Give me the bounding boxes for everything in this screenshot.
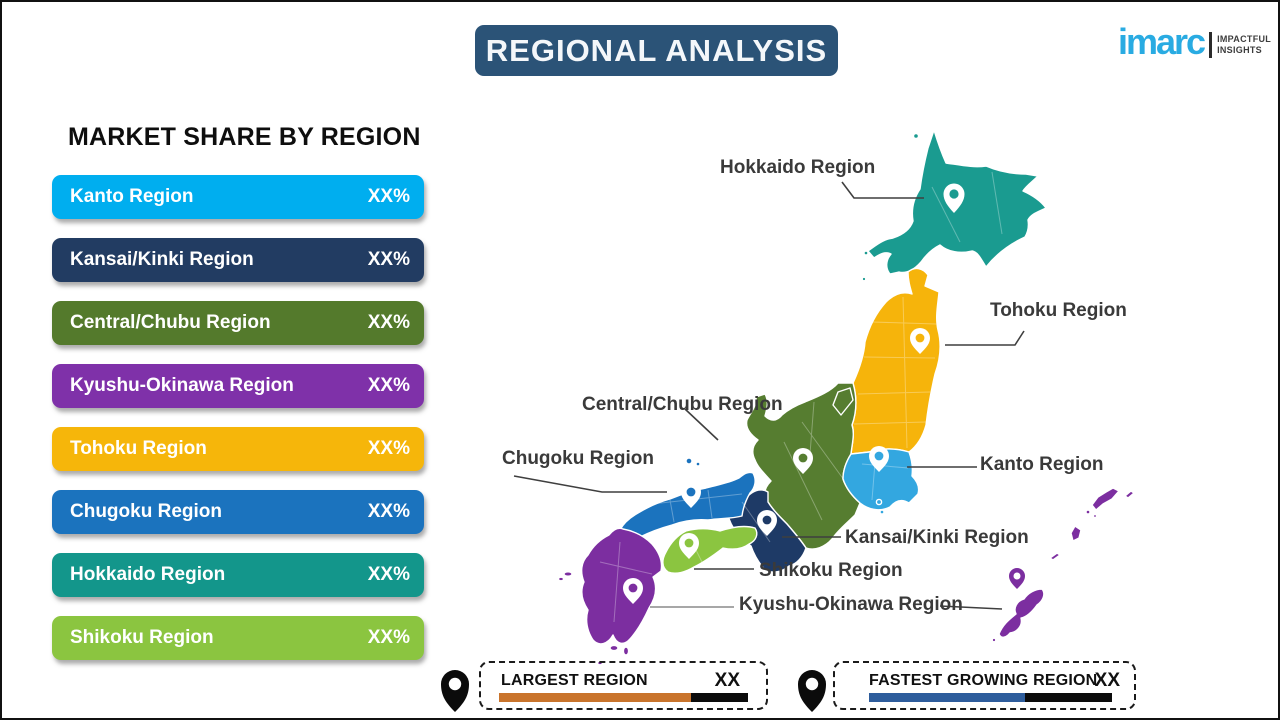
region-label: Shikoku Region: [70, 627, 214, 648]
map-islet: [563, 571, 573, 577]
map-islet: [1070, 525, 1082, 542]
region-label: Kyushu-Okinawa Region: [70, 375, 294, 396]
pin-tohoku: [910, 328, 930, 354]
market-share-bar-tohoku[interactable]: Tohoku Region XX%: [52, 427, 424, 471]
imarc-logo[interactable]: imarc IMPACTFUL INSIGHTS: [1118, 24, 1271, 60]
market-share-heading: MARKET SHARE BY REGION: [68, 123, 421, 151]
logo-brand-text: imarc: [1118, 21, 1206, 62]
pin-shikoku: [679, 533, 699, 559]
largest-region-value: XX: [714, 670, 740, 691]
connector-hokkaido: [841, 181, 924, 199]
logo-tagline-line2: INSIGHTS: [1217, 45, 1262, 55]
pin-hokkaido: [943, 183, 965, 213]
connector-tohoku: [945, 330, 1025, 346]
map-islet: [875, 498, 883, 506]
fastest-growing-pin-icon: [798, 670, 826, 712]
map-label-shikoku: Shikoku Region: [759, 560, 903, 581]
market-share-bar-chugoku[interactable]: Chugoku Region XX%: [52, 490, 424, 534]
pin-kansai: [757, 510, 777, 536]
map-islet: [622, 646, 630, 656]
region-label: Kanto Region: [70, 186, 194, 207]
map-islet: [863, 250, 869, 256]
region-label: Kansai/Kinki Region: [70, 249, 254, 270]
market-share-list: Kanto Region XX% Kansai/Kinki Region XX%…: [52, 175, 424, 679]
region-label: Tohoku Region: [70, 438, 207, 459]
fastest-growing-value: XX: [1094, 670, 1120, 691]
logo-divider: [1209, 32, 1213, 58]
map-islet-oki: [695, 461, 701, 467]
region-label: Chugoku Region: [70, 501, 222, 522]
map-islet-oki: [685, 457, 693, 465]
logo-tagline-line1: IMPACTFUL: [1217, 34, 1272, 44]
region-value: XX%: [367, 186, 410, 207]
region-value: XX%: [367, 375, 410, 396]
pin-chubu: [793, 448, 813, 474]
map-islet: [991, 637, 997, 643]
map-islet: [912, 132, 920, 140]
map-label-kanto: Kanto Region: [980, 454, 1104, 475]
largest-region-pin-icon: [441, 670, 469, 712]
map-region-kanto[interactable]: [842, 448, 920, 511]
pin-kanto: [869, 446, 889, 472]
largest-region-bar-fill: [499, 693, 691, 702]
market-share-bar-shikoku[interactable]: Shikoku Region XX%: [52, 616, 424, 660]
map-islet: [1124, 490, 1135, 499]
region-label: Hokkaido Region: [70, 564, 226, 585]
legend-pins: [441, 670, 826, 712]
page-title: REGIONAL ANALYSIS: [485, 32, 828, 68]
map-islet-amami: [1091, 487, 1120, 511]
pin-chugoku: [681, 482, 701, 508]
fastest-growing-bar-fill: [869, 693, 1025, 702]
map-pins: [623, 183, 1025, 604]
map-label-hokkaido: Hokkaido Region: [720, 157, 876, 178]
fastest-growing-legend: FASTEST GROWING REGION XX: [833, 661, 1136, 710]
market-share-bar-central-chubu[interactable]: Central/Chubu Region XX%: [52, 301, 424, 345]
map-islet: [861, 276, 867, 282]
market-share-bar-kansai[interactable]: Kansai/Kinki Region XX%: [52, 238, 424, 282]
map-label-chugoku: Chugoku Region: [502, 448, 654, 469]
map-islet: [1049, 552, 1061, 561]
map-label-kyushu-okinawa: Kyushu-Okinawa Region: [739, 594, 963, 615]
map-label-tohoku: Tohoku Region: [990, 300, 1127, 321]
largest-region-legend: LARGEST REGION XX: [479, 661, 768, 710]
map-islet: [557, 576, 565, 582]
market-share-bar-hokkaido[interactable]: Hokkaido Region XX%: [52, 553, 424, 597]
map-islet: [879, 509, 885, 515]
region-label: Central/Chubu Region: [70, 312, 271, 333]
largest-region-label: LARGEST REGION: [501, 672, 648, 689]
label-connectors: [513, 181, 1025, 610]
fastest-growing-bar-track: [869, 693, 1112, 702]
map-label-kansai-kinki: Kansai/Kinki Region: [845, 527, 1029, 548]
pin-kyushu: [623, 577, 644, 604]
connector-central-chubu: [684, 408, 719, 441]
connector-chugoku: [513, 475, 667, 493]
region-value: XX%: [367, 249, 410, 270]
map-islet: [609, 644, 619, 652]
region-value: XX%: [367, 312, 410, 333]
map-region-tohoku[interactable]: [850, 267, 941, 455]
market-share-bar-kyushu-okinawa[interactable]: Kyushu-Okinawa Region XX%: [52, 364, 424, 408]
region-value: XX%: [367, 501, 410, 522]
market-share-bar-kanto[interactable]: Kanto Region XX%: [52, 175, 424, 219]
region-value: XX%: [367, 627, 410, 648]
logo-tagline: IMPACTFUL INSIGHTS: [1217, 34, 1271, 56]
fastest-growing-label: FASTEST GROWING REGION: [869, 672, 1098, 689]
map-islet: [1092, 513, 1098, 519]
map-region-shikoku[interactable]: [662, 525, 758, 574]
region-value: XX%: [367, 438, 410, 459]
largest-region-bar-track: [499, 693, 748, 702]
connector-kyushu-right: [939, 605, 1003, 610]
map-islet-sado: [832, 387, 854, 416]
map-islet: [1085, 509, 1091, 515]
map-region-kyushu[interactable]: [580, 527, 663, 645]
map-label-central-chubu: Central/Chubu Region: [582, 394, 783, 415]
map-island-okinawa-main[interactable]: [998, 588, 1045, 638]
region-value: XX%: [367, 564, 410, 585]
pin-okinawa: [1009, 568, 1025, 589]
title-banner: REGIONAL ANALYSIS: [475, 25, 838, 76]
